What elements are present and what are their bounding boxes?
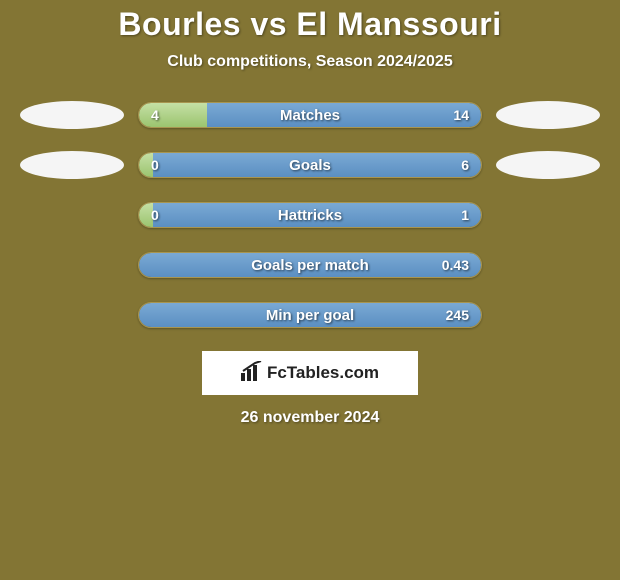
stat-value-right: 14 — [453, 103, 469, 127]
page-title: Bourles vs El Manssouri — [0, 6, 620, 43]
bar-fill-right — [207, 103, 481, 127]
stats-area: 4Matches14 0Goals6 0Hattricks1 Goals per ma… — [0, 101, 620, 329]
comparison-infographic: Bourles vs El Manssouri Club competition… — [0, 0, 620, 427]
stat-bar: 4Matches14 — [138, 102, 482, 128]
stat-row: 4Matches14 — [0, 101, 620, 129]
source-logo: FcTables.com — [202, 351, 418, 395]
bar-fill-left — [139, 103, 207, 127]
stat-value-right: 245 — [446, 303, 469, 327]
bar-fill-right — [139, 303, 481, 327]
bar-fill-right — [139, 253, 481, 277]
chart-icon — [241, 361, 263, 386]
date-text: 26 november 2024 — [0, 409, 620, 427]
stat-row: 0Hattricks1 — [0, 201, 620, 229]
stat-row: 0Goals6 — [0, 151, 620, 179]
logo-text: FcTables.com — [267, 363, 379, 383]
bar-fill-right — [153, 153, 481, 177]
stat-bar: 0Hattricks1 — [138, 202, 482, 228]
stat-value-left: 4 — [151, 103, 159, 127]
stat-value-right: 0.43 — [442, 253, 469, 277]
team-badge-left — [20, 151, 124, 179]
team-badge-right — [496, 101, 600, 129]
stat-value-right: 6 — [461, 153, 469, 177]
stat-value-right: 1 — [461, 203, 469, 227]
stat-bar: Min per goal245 — [138, 302, 482, 328]
subtitle: Club competitions, Season 2024/2025 — [0, 53, 620, 71]
stat-value-left: 0 — [151, 203, 159, 227]
stat-value-left: 0 — [151, 153, 159, 177]
bar-fill-right — [153, 203, 481, 227]
stat-bar: 0Goals6 — [138, 152, 482, 178]
team-badge-left — [20, 101, 124, 129]
stat-row: Goals per match0.43 — [0, 251, 620, 279]
stat-row: Min per goal245 — [0, 301, 620, 329]
stat-bar: Goals per match0.43 — [138, 252, 482, 278]
team-badge-right — [496, 151, 600, 179]
